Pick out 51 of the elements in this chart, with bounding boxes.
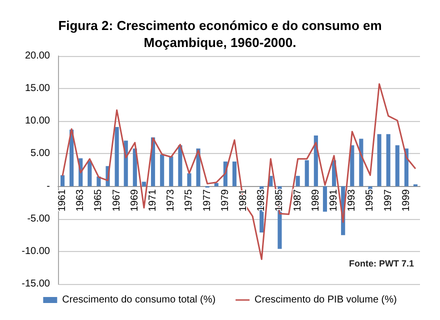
bar [132,148,137,186]
bar [214,183,218,186]
x-tick-label: 1997 [382,188,394,212]
x-tick-label: 1983 [256,188,268,212]
y-tick-label: 5.00 [30,148,50,160]
chart-title: Figura 2: Crescimento económico e do consumo em Moçambique, 1960-2000. [58,18,382,50]
x-tick-label: 1965 [93,188,104,212]
bar [178,145,182,186]
bar [304,160,309,186]
bar [377,134,382,186]
x-tick-label: 1993 [346,188,358,212]
bar [386,134,390,186]
x-tick-label: 1963 [75,188,86,212]
bar [322,186,328,212]
x-tick-label: 1987 [292,188,304,212]
bar [359,138,364,186]
y-tick-label: 20.00 [24,50,50,62]
x-tick-label: 1999 [400,188,412,212]
annotation: Fonte: PWT 7.1 [349,258,414,268]
y-tick-label: -5.00 [27,213,50,224]
y-tick-label: 10.00 [24,116,50,127]
bar [395,145,400,186]
x-tick-label: 1985 [274,188,286,212]
x-tick-label: 1975 [184,188,195,212]
x-tick-label: 1991 [328,188,340,212]
bar [60,175,65,186]
x-tick-label: 1969 [129,188,140,212]
bar [169,156,174,186]
y-tick-label: -15.00 [22,278,50,290]
y-tick-label: -10.00 [22,246,50,257]
x-tick-label: 1995 [364,188,376,212]
x-tick-label: 1989 [310,188,322,212]
x-tick-label: 1973 [166,188,177,212]
x-tick-label: 1979 [220,188,231,212]
y-tick-label: - [46,180,50,192]
x-tick-label: 1967 [111,188,122,212]
bar [232,162,237,186]
x-tick-label: 1981 [238,188,250,212]
legend-label: Crescimento do PIB volume (%) [254,294,397,306]
bar [142,182,146,186]
bar [114,127,119,186]
bar [160,154,164,186]
x-tick-label: 1971 [148,188,159,212]
x-tick-label: 1961 [57,188,68,212]
y-tick-label: 15.00 [24,83,50,94]
bar [296,176,300,186]
legend-label: Crescimento do consumo total (%) [62,294,216,306]
bar [187,173,192,186]
bar [88,160,92,186]
bar [350,145,354,186]
x-tick-label: 1977 [202,188,213,212]
